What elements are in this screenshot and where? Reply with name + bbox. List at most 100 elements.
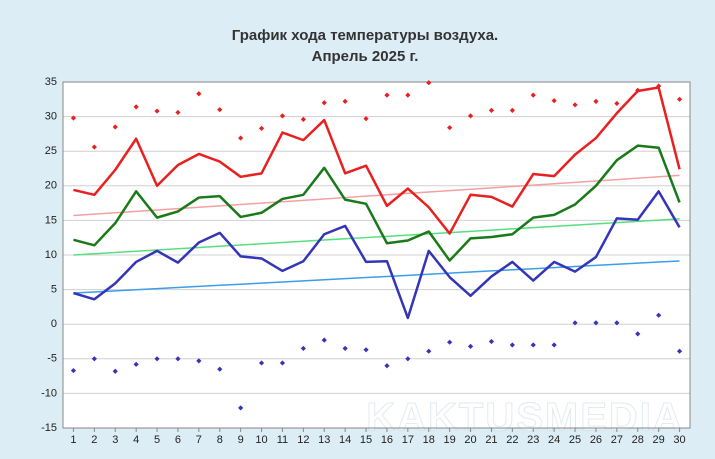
x-tick-label: 15	[360, 434, 372, 446]
marker	[384, 92, 390, 98]
marker	[509, 342, 515, 348]
marker	[91, 144, 97, 150]
y-tick-label: 35	[45, 76, 57, 88]
x-tick-label: 19	[444, 434, 456, 446]
marker	[572, 320, 578, 326]
marker	[447, 125, 453, 131]
marker	[614, 100, 620, 107]
marker	[656, 312, 662, 318]
marker	[405, 92, 411, 98]
x-tick-label: 9	[238, 434, 244, 446]
x-tick-label: 5	[154, 434, 160, 446]
x-tick-label: 7	[196, 434, 202, 446]
x-tick-label: 18	[423, 434, 435, 446]
marker	[258, 360, 265, 366]
marker	[447, 339, 453, 345]
marker	[112, 368, 118, 374]
marker	[593, 320, 599, 326]
marker	[342, 98, 348, 104]
marker	[70, 115, 77, 121]
marker	[258, 125, 265, 131]
marker	[530, 92, 536, 98]
marker	[175, 109, 181, 116]
marker	[363, 116, 369, 122]
marker	[676, 96, 683, 102]
y-tick-label: -5	[47, 353, 57, 365]
marker	[635, 87, 641, 93]
marker	[572, 102, 578, 108]
marker	[279, 360, 286, 366]
x-tick-label: 22	[506, 434, 518, 446]
marker	[279, 113, 286, 119]
marker	[300, 116, 306, 122]
watermark: KAKTUSMEDIA	[366, 396, 684, 440]
marker	[656, 83, 662, 89]
marker	[509, 107, 515, 113]
x-tick-label: 28	[632, 434, 644, 446]
marker	[405, 356, 411, 362]
marker	[217, 366, 223, 372]
series-line	[73, 86, 681, 235]
marker	[70, 367, 77, 374]
marker	[133, 361, 139, 367]
marker	[551, 98, 557, 104]
chart-title-line: Апрель 2025 г.	[312, 48, 419, 65]
marker	[321, 337, 327, 343]
x-tick-label: 3	[112, 434, 118, 446]
series-line	[73, 144, 681, 262]
marker	[551, 342, 557, 348]
y-tick-label: 20	[45, 180, 57, 192]
marker	[300, 345, 306, 352]
marker	[196, 91, 202, 97]
marker	[154, 356, 160, 362]
plot-frame	[62, 81, 691, 429]
marker	[154, 108, 160, 114]
marker	[196, 358, 202, 364]
marker	[363, 347, 369, 353]
x-tick-label: 10	[255, 434, 267, 446]
y-tick-label: 5	[51, 284, 57, 296]
x-tick-label: 4	[133, 434, 139, 446]
series-line	[73, 218, 680, 256]
x-tick-label: 25	[569, 434, 581, 446]
x-tick-label: 2	[91, 434, 97, 446]
marker	[488, 338, 495, 345]
x-tick-label: 6	[175, 434, 181, 446]
x-tick-label: 23	[527, 434, 539, 446]
x-tick-label: 13	[318, 434, 330, 446]
marker	[488, 107, 495, 113]
x-tick-label: 24	[548, 434, 560, 446]
series-line	[73, 260, 680, 294]
marker	[530, 342, 536, 348]
x-tick-label: 8	[217, 434, 223, 446]
y-tick-label: -10	[41, 387, 57, 399]
marker	[384, 363, 390, 369]
marker	[133, 104, 139, 110]
series-line	[73, 190, 681, 320]
chart-title-line: График хода температуры воздуха.	[232, 27, 498, 44]
x-tick-label: 16	[381, 434, 393, 446]
x-tick-label: 21	[485, 434, 497, 446]
marker	[91, 356, 97, 362]
x-tick-label: 14	[339, 434, 351, 446]
marker	[467, 113, 474, 119]
marker	[676, 348, 683, 354]
x-tick-label: 30	[673, 434, 685, 446]
marker	[593, 98, 599, 104]
x-tick-label: 1	[70, 434, 76, 446]
marker	[467, 343, 474, 349]
marker	[426, 80, 432, 86]
marker	[614, 320, 620, 326]
x-tick-label: 12	[297, 434, 309, 446]
marker	[238, 405, 244, 411]
x-tick-label: 11	[277, 434, 288, 446]
y-tick-label: 25	[45, 145, 57, 157]
marker	[217, 107, 223, 113]
y-tick-label: -15	[41, 422, 57, 434]
x-tick-label: 27	[611, 434, 623, 446]
marker	[426, 348, 432, 354]
marker	[112, 124, 118, 130]
y-tick-label: 10	[45, 249, 57, 261]
series-line	[73, 174, 680, 217]
